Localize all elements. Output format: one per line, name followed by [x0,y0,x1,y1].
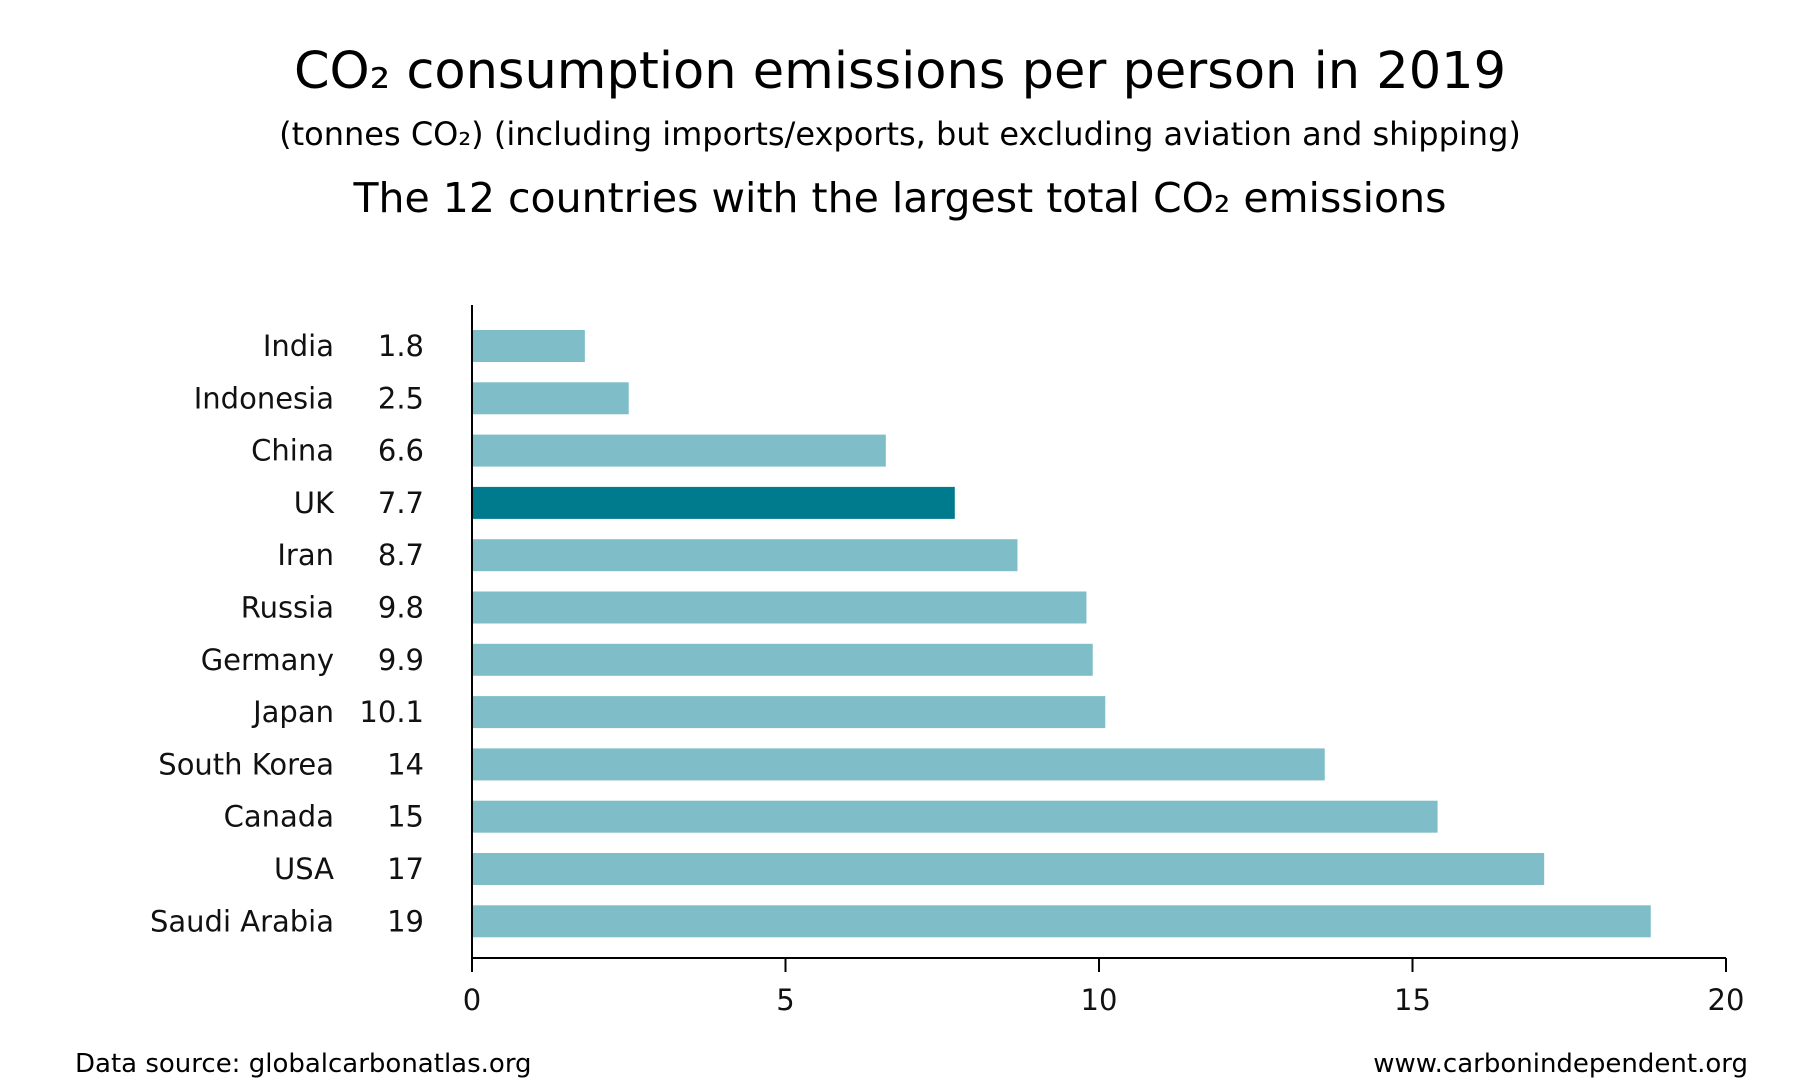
bar-japan [472,696,1106,729]
chart-title: CO₂ consumption emissions per person in … [294,42,1506,101]
bar-uk [472,486,955,519]
x-tick-label: 0 [463,983,481,1017]
category-label: Canada [224,800,334,834]
bar-germany [472,643,1093,676]
bar-usa [472,853,1545,885]
bar-russia [472,591,1087,624]
value-label: 19 [387,904,424,938]
category-label: China [251,434,334,468]
x-tick-label: 10 [1081,983,1118,1017]
value-label: 8.7 [378,538,424,572]
bar-iran [472,539,1018,572]
category-label: Saudi Arabia [150,904,334,938]
value-label: 7.7 [378,486,424,520]
value-label: 10.1 [359,695,424,729]
bar-india [472,330,585,362]
bars-group [472,330,1651,938]
bar-saudi-arabia [472,905,1651,938]
category-label: Indonesia [194,381,334,415]
axes-group: 0 5 10 15 20 [463,305,1745,1017]
value-label: 15 [387,800,424,834]
data-source-note: Data source: globalcarbonatlas.org [75,1049,532,1079]
value-label: 9.9 [378,643,424,677]
bar-indonesia [472,382,629,415]
bar-canada [472,800,1438,833]
x-tick-label: 15 [1394,983,1431,1017]
category-label: South Korea [158,747,334,781]
category-label: USA [274,852,334,886]
value-label: 1.8 [378,329,424,363]
chart-subtitle-secondary: The 12 countries with the largest total … [353,174,1447,222]
bar-china [472,434,886,467]
category-labels-group: India 1.8 Indonesia 2.5 China 6.6 UK 7.7 Iran 8.7… [150,329,424,938]
category-label: Germany [201,643,334,677]
category-label: Russia [241,591,334,625]
value-label: 6.6 [378,434,424,468]
value-label: 17 [387,852,424,886]
x-tick-label: 5 [776,983,794,1017]
website-credit: www.carbonindependent.org [1373,1049,1748,1079]
category-label: UK [294,486,335,520]
value-label: 2.5 [378,381,424,415]
value-label: 14 [387,747,424,781]
category-label: Japan [251,695,334,729]
category-label: Iran [277,538,334,572]
x-tick-label: 20 [1708,983,1745,1017]
category-label: India [263,329,334,363]
chart-subtitle: (tonnes CO₂) (including imports/exports,… [279,115,1521,153]
bar-south-korea [472,748,1325,781]
value-label: 9.8 [378,591,424,625]
